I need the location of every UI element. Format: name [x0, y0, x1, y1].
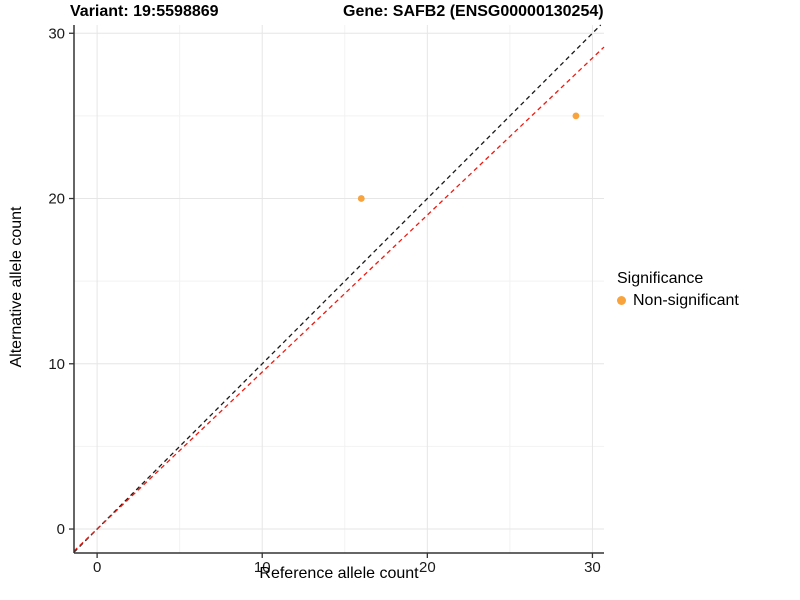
y-tick-label: 0 [57, 521, 65, 538]
y-tick-label: 10 [48, 356, 65, 373]
x-axis-title: Reference allele count [259, 565, 419, 582]
legend: Significance Non-significant [617, 269, 739, 310]
identity-line [73, 24, 602, 553]
legend-item-label: Non-significant [633, 292, 739, 309]
legend-title: Significance [617, 270, 704, 287]
x-tick-label: 10 [254, 559, 271, 576]
data-point [572, 112, 580, 120]
x-tick-label: 30 [584, 559, 601, 576]
gene-title: Gene: SAFB2 (ENSG00000130254) [343, 3, 604, 20]
x-tick-label: 20 [419, 559, 436, 576]
x-tick-label: 0 [93, 559, 101, 576]
y-tick-label: 20 [48, 191, 65, 208]
legend-point-icon [617, 296, 626, 305]
y-tick-label: 30 [48, 25, 65, 42]
variant-title: Variant: 19:5598869 [70, 3, 219, 20]
data-point [357, 195, 365, 202]
expected-ratio-line [73, 46, 605, 552]
legend-item-non-significant: Non-significant [617, 291, 739, 310]
